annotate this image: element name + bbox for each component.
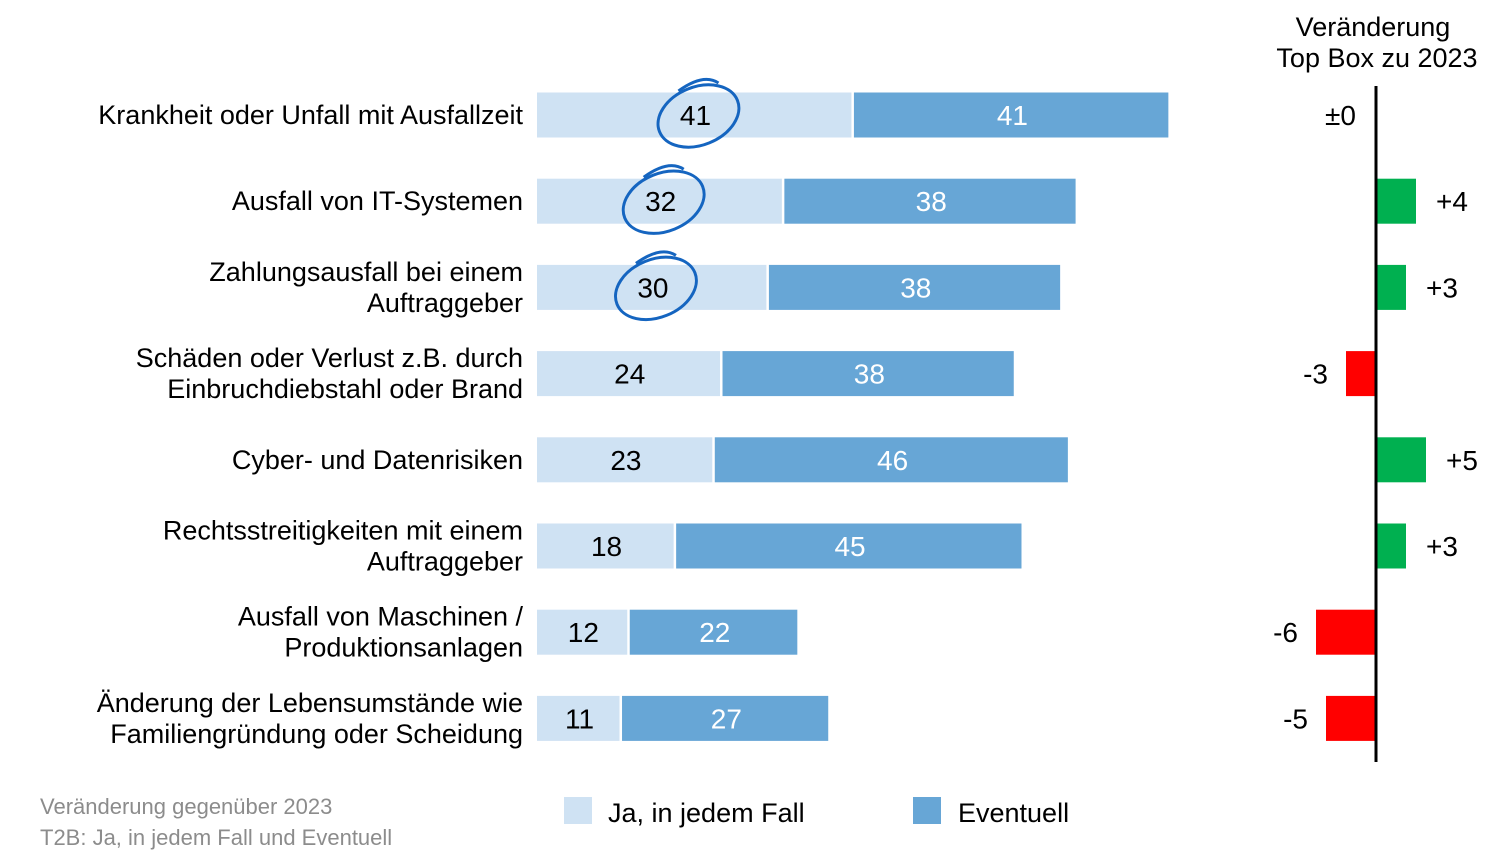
change-bar-positive [1376, 264, 1406, 310]
footnotes: Veränderung gegenüber 2023 T2B: Ja, in j… [40, 794, 392, 850]
circle-annotation [621, 169, 706, 235]
bar-eventuell [853, 92, 1169, 138]
category-label: Krankheit oder Unfall mit Ausfallzeit [98, 100, 523, 130]
category-label: Änderung der Lebensumstände wie [97, 688, 523, 718]
circle-annotation [656, 83, 741, 149]
bar-ja [537, 695, 620, 741]
change-bar-positive [1376, 523, 1406, 569]
change-value-label: -6 [1273, 617, 1298, 648]
bar-value-label: 27 [711, 703, 742, 734]
circle-annotation-tail [642, 164, 685, 179]
legend-label-ja: Ja, in jedem Fall [608, 798, 805, 828]
legend: Ja, in jedem Fall Eventuell [564, 797, 1069, 828]
bar-value-label: 11 [565, 703, 594, 734]
bar-eventuell [784, 178, 1076, 224]
bar-value-label: 32 [645, 186, 676, 217]
bar-value-label: 18 [591, 531, 622, 562]
circle-annotation [614, 255, 698, 322]
change-value-label: +4 [1436, 186, 1468, 217]
category-label: Cyber- und Datenrisiken [232, 445, 523, 475]
bar-value-label: 22 [699, 617, 730, 648]
change-value-label: +5 [1446, 445, 1478, 476]
change-value-label: -5 [1283, 703, 1308, 734]
bar-eventuell [629, 609, 798, 655]
footnote-2: T2B: Ja, in jedem Fall und Eventuell [40, 825, 392, 850]
category-label: Zahlungsausfall bei einem [209, 257, 523, 287]
category-label: Auftraggeber [367, 288, 523, 318]
bar-ja [537, 523, 674, 569]
legend-swatch-eventuell [913, 797, 941, 824]
legend-label-eventuell: Eventuell [958, 798, 1069, 828]
category-label: Produktionsanlagen [284, 633, 523, 663]
bar-ja [537, 609, 628, 655]
category-label: Rechtsstreitigkeiten mit einem [163, 516, 523, 546]
change-bar-positive [1376, 437, 1426, 483]
bar-ja [537, 351, 721, 397]
change-value-label: +3 [1426, 531, 1458, 562]
bar-value-label: 41 [680, 100, 711, 131]
circle-annotation-tail [677, 77, 720, 93]
bar-value-label: 24 [614, 359, 645, 390]
bar-value-label: 38 [854, 359, 885, 390]
bar-ja [537, 92, 852, 138]
change-bar-negative [1346, 351, 1376, 397]
bar-eventuell [714, 437, 1068, 483]
bar-value-label: 41 [997, 100, 1028, 131]
stacked-bar-chart: Krankheit oder Unfall mit Ausfallzeit 41 4… [97, 77, 1169, 749]
bar-value-label: 38 [900, 272, 931, 303]
bar-ja [537, 437, 713, 483]
bar-value-label: 38 [916, 186, 947, 217]
bar-value-label: 45 [834, 531, 865, 562]
change-bar-negative [1316, 609, 1376, 655]
category-label: Schäden oder Verlust z.B. durch [136, 343, 523, 373]
bar-value-label: 12 [568, 617, 599, 648]
change-value-label: ±0 [1325, 100, 1356, 131]
change-chart: Veränderung Top Box zu 2023 ±0 +4 +3 -3 +5 +3… [1273, 12, 1478, 762]
bar-eventuell [622, 695, 829, 741]
bar-eventuell [768, 264, 1061, 310]
bar-eventuell [676, 523, 1022, 569]
bar-ja [537, 178, 782, 224]
change-chart-title-line2: Top Box zu 2023 [1276, 43, 1477, 73]
change-value-label: +3 [1426, 272, 1458, 303]
change-bar-negative [1326, 695, 1376, 741]
legend-swatch-ja [564, 797, 592, 824]
bar-ja [537, 264, 767, 310]
change-chart-title-line1: Veränderung [1296, 12, 1451, 42]
category-label: Einbruchdiebstahl oder Brand [167, 374, 523, 404]
circle-annotation-tail [635, 250, 677, 265]
category-label: Auftraggeber [367, 547, 523, 577]
change-value-label: -3 [1303, 359, 1328, 390]
category-label: Ausfall von Maschinen / [238, 602, 524, 632]
change-bar-positive [1376, 178, 1416, 224]
bar-eventuell [722, 351, 1014, 397]
bar-value-label: 46 [877, 445, 908, 476]
category-label: Familiengründung oder Scheidung [110, 719, 523, 749]
category-label: Ausfall von IT-Systemen [232, 186, 523, 216]
bar-value-label: 23 [610, 445, 641, 476]
footnote-1: Veränderung gegenüber 2023 [40, 794, 332, 819]
bar-value-label: 30 [637, 272, 668, 303]
